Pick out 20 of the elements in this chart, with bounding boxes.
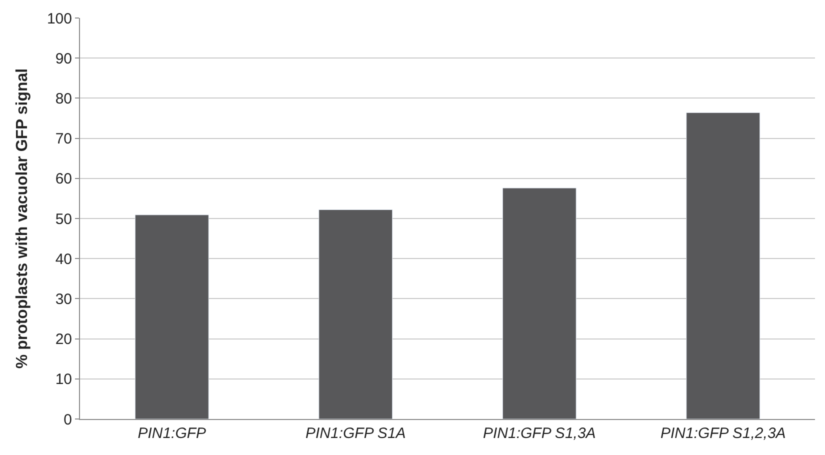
y-tick-label: 30 (55, 290, 72, 308)
x-tick-label: PIN1:GFP (138, 425, 206, 442)
bar (134, 214, 209, 419)
y-tick-label: 0 (64, 411, 72, 428)
y-tick-label: 80 (55, 90, 72, 108)
bar (686, 112, 760, 419)
x-tick-label: PIN1:GFP S1,2,3A (660, 425, 786, 442)
y-tick-label: 20 (55, 331, 72, 348)
y-tick-label: 90 (55, 50, 72, 68)
y-tick-label: 100 (46, 10, 72, 28)
y-tick-label: 70 (55, 130, 72, 148)
y-tick-label: 60 (55, 170, 72, 188)
y-tick-label: 50 (55, 210, 72, 228)
x-tick-label: PIN1:GFP S1A (305, 425, 406, 442)
bar (502, 188, 576, 419)
y-tick-label: 10 (55, 371, 72, 388)
bar (318, 209, 393, 419)
x-tick-label: PIN1:GFP S1,3A (482, 425, 596, 442)
y-axis-title: % protoplasts with vacuolar GFP signal (14, 68, 31, 369)
y-tick-label: 40 (55, 250, 72, 268)
